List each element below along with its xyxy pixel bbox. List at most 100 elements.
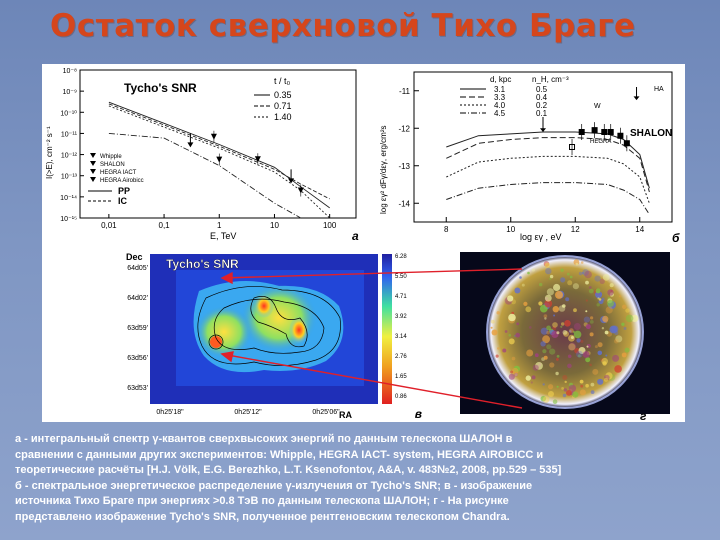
panel-c-dec-label: Dec (126, 252, 143, 262)
panel-d-speckle (543, 314, 548, 318)
panel-d-speckle (515, 332, 521, 338)
panel-d-speckle (555, 371, 559, 376)
panel-d-speckle (569, 328, 574, 333)
panel-d-speckle (553, 283, 561, 292)
panel-d-speckle (543, 355, 548, 360)
panel-d-speckle (562, 330, 568, 335)
panel-a-t-value: 0.35 (274, 90, 292, 100)
panel-d-speckle (597, 297, 600, 300)
caption-line-6: представлено изображение Tycho's SNR, по… (15, 510, 510, 523)
panel-d-speckle (609, 325, 618, 334)
panel-b-ytick-label: -11 (399, 87, 411, 96)
panel-d-speckle (514, 287, 521, 294)
panel-d-speckle (561, 387, 564, 390)
caption-line-4: б - спектральное энергетическое распреде… (15, 479, 533, 492)
panel-d-speckle (573, 308, 577, 313)
panel-b-series-line (446, 137, 650, 193)
panel-d-speckle (521, 283, 525, 287)
panel-b-legend-nh: 0.1 (536, 109, 548, 118)
panel-c-colorbar-tick: 4.71 (395, 294, 407, 300)
panel-b-ytick-label: -12 (398, 124, 410, 133)
panel-c-dec-tick: 63d53' (127, 385, 148, 392)
panel-d-speckle (585, 299, 588, 302)
panel-a-ytick-label: 10⁻¹³ (61, 174, 78, 181)
panel-d-speckle (580, 339, 584, 343)
panel-b-xtick-label: 8 (444, 225, 449, 234)
panel-d-speckle (567, 363, 572, 369)
panel-d-speckle (556, 358, 559, 361)
panel-d-speckle (595, 288, 601, 294)
panel-b-w-limit-arrow (540, 128, 546, 132)
slide-title: Остаток сверхновой Тихо Браге (50, 8, 636, 44)
panel-d-speckle (589, 363, 592, 367)
panel-d-speckle (583, 316, 590, 323)
panel-d-speckle (539, 282, 543, 287)
panel-b-ha-limit-arrow (633, 96, 640, 101)
panel-d-xray-image: г (440, 244, 685, 422)
panel-c-colorbar-tick: 3.92 (395, 314, 407, 320)
panel-d-speckle (588, 286, 592, 289)
panel-b-ha-label: HA (654, 86, 664, 93)
panel-d-speckle (560, 325, 563, 328)
panel-c-dec-tick: 63d56' (127, 355, 148, 362)
panel-a-t-header: t / t₀ (274, 76, 291, 86)
panel-d-speckle (605, 354, 608, 357)
panel-b-legend-d: 3.1 (494, 85, 506, 94)
panel-d-speckle (601, 357, 608, 365)
panel-a-series-line (108, 103, 330, 200)
panel-d-speckle (573, 330, 582, 339)
panel-b-legend-d: 4.0 (494, 101, 506, 110)
panel-a-upper-limit-arrow (288, 178, 295, 184)
panel-d-speckle (542, 396, 550, 403)
panel-d-speckle (585, 324, 591, 330)
panel-d-speckle (564, 320, 571, 327)
panel-a-xtick-label: 10 (270, 221, 279, 230)
panel-d-speckle (540, 341, 546, 347)
panel-d-speckle (495, 354, 499, 358)
caption-line-2: сравнении с данными других экспериментов… (15, 448, 544, 461)
panel-d-speckle (530, 381, 533, 384)
panel-b-ytick-label: -14 (398, 199, 410, 208)
panel-d-speckle (555, 290, 563, 299)
panel-d-speckle (508, 338, 515, 345)
panel-a-series-line (108, 132, 302, 219)
panel-d-speckle (585, 280, 589, 285)
panel-d-speckle (549, 348, 556, 355)
panel-b-series-line (446, 131, 650, 189)
panel-d-speckle (546, 288, 554, 296)
panel-a-legend-label: Whipple (100, 154, 122, 160)
panel-d-speckle (602, 315, 609, 322)
panel-b-w-label: W (594, 103, 601, 110)
panel-a-ytick-label: 10⁻⁹ (63, 89, 77, 96)
panel-a-t-value: 1.40 (274, 112, 292, 122)
panel-d-speckle (589, 320, 594, 324)
panel-c-colorbar-tick: 0.86 (395, 394, 407, 400)
panel-d-speckle (544, 294, 552, 302)
panel-c-ra-tick: 0h25'12" (234, 409, 262, 416)
panel-d-speckle (574, 348, 580, 354)
panel-d-speckle (552, 322, 558, 328)
panel-a-chart: 10⁻⁸ 10⁻⁹ 10⁻¹⁰ 10⁻¹¹ 10⁻¹² 10⁻¹³ 10⁻¹⁴ 10⁻¹⁵ 0… (45, 68, 359, 242)
panel-d-speckle (568, 342, 577, 351)
panel-d-speckle (510, 370, 514, 374)
panel-d-speckle (560, 277, 566, 283)
panel-a-ylabel: I(>E), cm⁻² s⁻¹ (45, 126, 54, 179)
panel-b-legend-header: d, kpc (490, 75, 511, 84)
panel-a-series-line (108, 105, 331, 219)
panel-d-speckle (597, 342, 603, 348)
panel-d-speckle (552, 306, 559, 313)
panel-d-speckle (579, 379, 584, 384)
panel-d-speckle (590, 390, 595, 394)
panel-d-label: г (640, 409, 647, 422)
panel-d-speckle (490, 326, 493, 329)
panel-d-speckle (609, 283, 614, 288)
panel-b-shalon-label: SHALON (630, 128, 672, 139)
panel-d-speckle (598, 298, 602, 301)
panel-d-speckle (604, 330, 609, 335)
panel-d-speckle (562, 375, 568, 380)
panel-d-speckle (589, 332, 594, 337)
panel-d-speckle (578, 271, 583, 276)
panel-d-speckle (549, 277, 552, 280)
panel-d-speckle (604, 374, 610, 381)
panel-d-speckle (569, 275, 573, 279)
